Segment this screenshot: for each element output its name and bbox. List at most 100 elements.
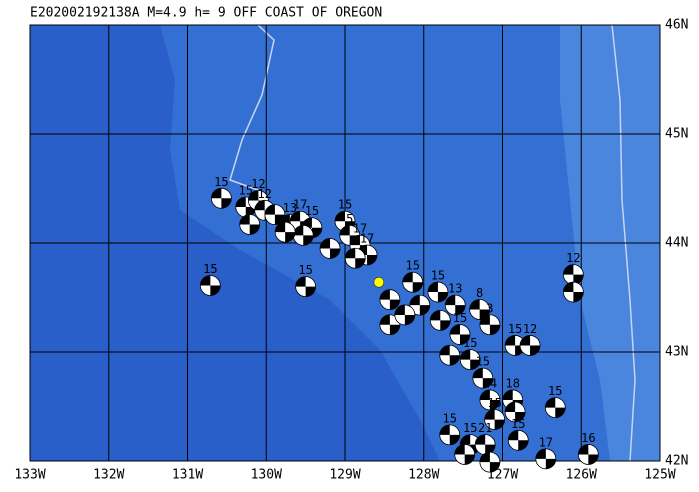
depth-label: 17 — [353, 222, 367, 236]
ball-quadrant — [484, 409, 505, 430]
focal-mechanism — [402, 271, 424, 293]
focal-mechanism — [379, 314, 401, 336]
ball-quadrant — [320, 238, 341, 259]
focal-mechanism — [577, 444, 599, 465]
depth-label: 15 — [239, 184, 253, 198]
ball-quadrant — [454, 444, 475, 465]
lon-tick-label: 126W — [566, 468, 597, 483]
focal-mechanism — [444, 294, 466, 316]
depth-label: 15 — [214, 175, 228, 189]
focal-mechanism — [504, 401, 526, 423]
coastline — [611, 25, 636, 461]
ball-quadrant — [479, 452, 500, 473]
depth-label: 17 — [539, 435, 553, 449]
depth-label: 15 — [405, 259, 419, 273]
depth-label: 16 — [581, 431, 595, 445]
depth-label: 15 — [476, 355, 490, 369]
focal-mechanism — [472, 367, 494, 389]
depth-label: 3 — [486, 301, 493, 315]
depth-label: 12 — [566, 251, 580, 265]
lon-tick-label: 132W — [93, 468, 124, 483]
ball-quadrant — [535, 448, 556, 469]
lat-tick-label: 43N — [665, 345, 688, 360]
ball-quadrant — [505, 401, 526, 422]
ball-quadrant — [357, 244, 378, 265]
depth-label: 15 — [453, 311, 467, 325]
depth-label: 8 — [476, 286, 483, 300]
focal-mechanism — [469, 299, 491, 320]
focal-mechanism — [319, 238, 341, 259]
focal-mechanism — [274, 221, 296, 243]
ball-quadrant — [394, 304, 415, 325]
depth-label: 12 — [523, 322, 537, 336]
ball-quadrant — [479, 389, 500, 410]
ball-quadrant — [211, 188, 232, 209]
focal-mechanism — [409, 294, 431, 316]
depth-label: 15 — [305, 204, 319, 218]
depth-label: 15 — [511, 417, 525, 431]
lon-tick-label: 125W — [644, 468, 675, 483]
focal-mechanism — [394, 304, 416, 326]
depth-label: 5 — [346, 212, 353, 226]
ball-quadrant — [264, 204, 285, 225]
focal-mechanism — [479, 451, 501, 473]
ball-quadrant — [439, 345, 460, 366]
focal-mechanism — [535, 448, 557, 470]
focal-mechanism — [449, 324, 471, 345]
focal-mechanism — [459, 349, 481, 371]
focal-mechanism — [429, 309, 451, 331]
lon-tick-label: 130W — [251, 468, 282, 483]
ball-quadrant — [239, 214, 260, 235]
lon-tick-label: 131W — [172, 468, 203, 483]
ball-quadrant — [275, 222, 296, 243]
ball-quadrant — [520, 335, 541, 356]
ball-quadrant — [545, 397, 566, 418]
depth-label: 21 — [478, 421, 492, 435]
depth-label: 17 — [293, 198, 307, 212]
focal-mechanism — [562, 264, 584, 286]
focal-mechanism — [454, 444, 476, 465]
ball-quadrant — [293, 225, 314, 246]
focal-mechanism — [295, 276, 317, 298]
ball-quadrant — [508, 430, 529, 451]
focal-mechanism — [484, 409, 506, 430]
focal-mechanism — [427, 281, 449, 303]
focal-mechanism — [344, 247, 366, 269]
ball-quadrant — [301, 217, 322, 238]
lon-tick-label: 128W — [408, 468, 439, 483]
focal-mechanism — [439, 344, 461, 366]
lon-tick-label: 129W — [329, 468, 360, 483]
ball-quadrant — [505, 335, 526, 356]
ball-quadrant — [469, 299, 490, 320]
depth-label: 15 — [431, 269, 445, 283]
depth-label: 18 — [506, 376, 520, 390]
depth-label: 15 — [508, 322, 522, 336]
ball-quadrant — [563, 282, 584, 303]
ball-quadrant — [427, 282, 448, 303]
depth-label: 15 — [548, 384, 562, 398]
depth-label: 14 — [483, 376, 497, 390]
ball-quadrant — [472, 368, 493, 389]
ball-quadrant — [479, 314, 500, 335]
depth-label: 15 — [463, 336, 477, 350]
ball-quadrant — [460, 349, 481, 370]
ball-quadrant — [475, 434, 496, 455]
depth-label: 13 — [283, 201, 297, 215]
map-title: E202002192138A M=4.9 h= 9 OFF COAST OF O… — [30, 6, 382, 21]
ball-quadrant — [409, 295, 430, 316]
depth-label: 12 — [257, 187, 271, 201]
ball-quadrant — [445, 295, 466, 316]
ball-quadrant — [379, 314, 400, 335]
focal-mechanism — [292, 224, 314, 246]
ball-quadrant — [460, 434, 481, 455]
focal-mechanism — [507, 429, 529, 451]
depth-label: 15 — [443, 411, 457, 425]
epicenter — [373, 276, 385, 288]
ball-quadrant — [563, 264, 584, 285]
boundary-line — [229, 25, 275, 191]
focal-mechanism — [479, 314, 501, 336]
lat-tick-label: 44N — [665, 236, 688, 251]
depth-label: 15 — [463, 421, 477, 435]
depth-label: 13 — [448, 282, 462, 296]
